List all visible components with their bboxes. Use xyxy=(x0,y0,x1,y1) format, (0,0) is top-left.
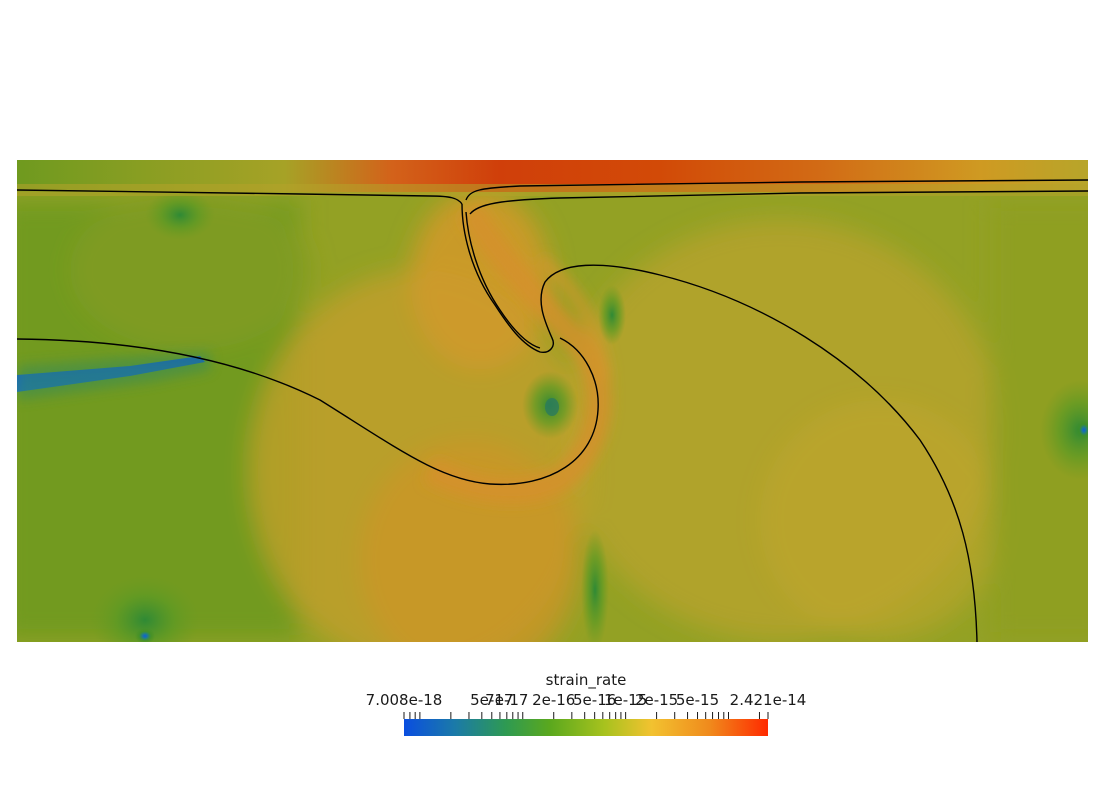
plume-inner-contour xyxy=(465,211,541,349)
spiral-lower-contour xyxy=(17,337,599,486)
surface-contour-right-upper xyxy=(465,179,1088,201)
colorbar-min-label: 7.008e-18 xyxy=(366,691,443,709)
colorbar-tick-label: 5e-16 xyxy=(573,691,616,709)
plume-outer-contour xyxy=(461,203,978,642)
colorbar-tick-label: 5e-15 xyxy=(676,691,719,709)
colorbar: strain_rate 7.008e-18 2.421e-14 5e-177e-17… xyxy=(366,671,807,736)
colorbar-max-label: 2.421e-14 xyxy=(730,691,807,709)
strain-rate-field xyxy=(17,160,1088,642)
colorbar-gradient xyxy=(404,719,768,736)
colorbar-tick-label: 2e-16 xyxy=(532,691,575,709)
low-strain-band xyxy=(17,352,210,400)
colorbar-tick-label: 1e-15 xyxy=(604,691,647,709)
composition-contours xyxy=(17,179,1088,642)
field-regions xyxy=(17,190,1088,642)
colorbar-ticks xyxy=(403,712,769,719)
surface-contour-right-lower xyxy=(469,190,1088,215)
colorbar-tick-label: 7e-17 xyxy=(485,691,528,709)
colorbar-tick-label: 2e-15 xyxy=(635,691,678,709)
surface-contour-left xyxy=(17,189,463,205)
low-strain-spots xyxy=(90,190,1088,642)
colorbar-title: strain_rate xyxy=(546,671,627,690)
colorbar-tick-label: 5e-17 xyxy=(470,691,513,709)
